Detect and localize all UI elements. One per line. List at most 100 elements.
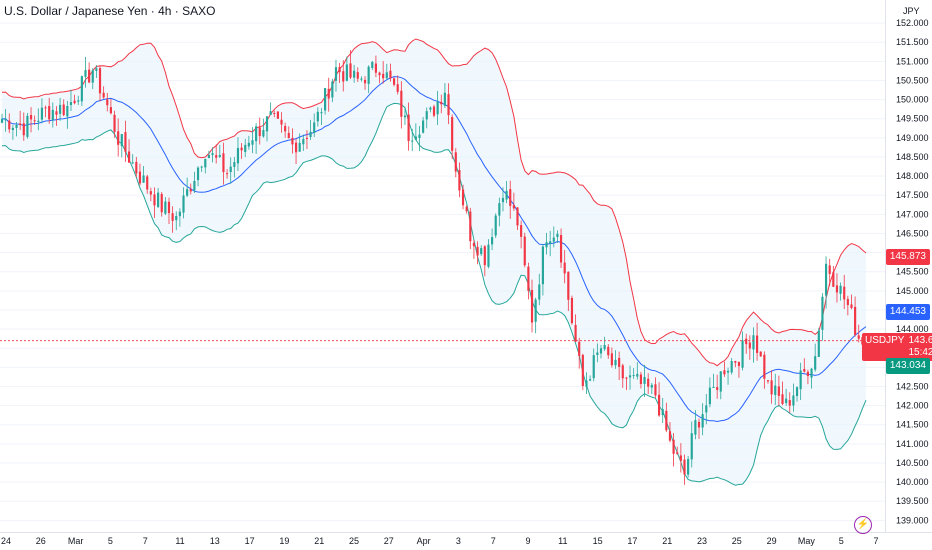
candle <box>832 266 835 288</box>
candle <box>781 381 784 406</box>
candle-body <box>719 371 722 392</box>
time-tick-label: Mar <box>68 536 84 546</box>
candle-body <box>708 387 711 405</box>
basis-value: 144.453 <box>889 305 926 317</box>
candle-body <box>11 127 14 130</box>
candle-body <box>396 84 399 92</box>
candle <box>509 180 512 219</box>
candle-body <box>331 81 334 98</box>
candle <box>676 446 679 455</box>
candle-body <box>251 140 254 145</box>
candle <box>247 135 250 150</box>
candle-body <box>175 216 178 221</box>
candle <box>821 293 824 341</box>
candle <box>407 102 410 151</box>
candles <box>0 50 868 485</box>
last-price-left: USDJPY <box>865 335 904 359</box>
candle <box>697 418 701 440</box>
candle-body <box>218 155 221 157</box>
candle-body <box>781 394 784 404</box>
candle <box>701 403 704 436</box>
candle-body <box>371 61 374 68</box>
candle <box>171 206 174 233</box>
price-tick-label: 142.500 <box>896 381 929 391</box>
candle-body <box>127 151 131 163</box>
candle-body <box>824 263 828 296</box>
candle-body <box>785 398 788 404</box>
candle-body <box>196 167 200 181</box>
candle <box>414 123 417 140</box>
candle-body <box>723 370 726 375</box>
candle <box>345 56 348 82</box>
candle <box>316 107 319 127</box>
candle-body <box>552 237 555 242</box>
candle <box>160 192 163 217</box>
price-axis[interactable]: 152.000 151.500 151.000 150.500 150.000 149.5… <box>896 18 929 525</box>
candle <box>262 118 265 138</box>
candle-body <box>164 201 167 214</box>
candle-body <box>734 360 737 363</box>
candle-body <box>247 142 250 147</box>
candle <box>371 61 374 71</box>
candle-body <box>766 380 770 382</box>
candle-body <box>356 72 359 79</box>
candle <box>788 392 791 413</box>
candle <box>483 245 486 277</box>
candle-body <box>58 104 62 114</box>
bollinger-band-fill <box>2 39 866 486</box>
candle-body <box>821 296 824 330</box>
price-tick-label: 139.000 <box>896 515 929 525</box>
lightning-icon[interactable]: ⚡ <box>854 516 872 534</box>
candle-body <box>131 162 134 164</box>
candle <box>175 211 178 231</box>
candle <box>774 373 777 405</box>
candle <box>392 77 396 87</box>
candle <box>610 347 613 368</box>
candle <box>639 371 643 389</box>
candle <box>628 365 632 390</box>
time-tick-label: 25 <box>349 536 359 546</box>
candle <box>726 367 730 385</box>
candle-body <box>607 346 610 356</box>
candle-body <box>803 368 806 372</box>
candle-body <box>574 324 577 342</box>
candle <box>338 63 341 84</box>
candle-body <box>284 126 287 132</box>
candle <box>854 296 857 337</box>
candle <box>204 158 207 174</box>
candle <box>374 55 378 78</box>
price-tick-label: 141.000 <box>896 439 929 449</box>
candle-body <box>665 410 668 431</box>
candle <box>814 343 817 372</box>
candle-body <box>817 330 820 357</box>
candle-body <box>628 375 632 378</box>
candle-body <box>229 166 232 173</box>
candle-body <box>178 211 181 217</box>
chart-title: U.S. Dollar / Japanese Yen · 4h · SAXO <box>4 4 216 18</box>
candle-body <box>66 105 69 117</box>
candle <box>458 162 461 198</box>
time-tick-label: 19 <box>279 536 289 546</box>
candle <box>378 71 381 84</box>
candle <box>396 75 399 95</box>
candle <box>469 207 472 250</box>
bollinger-lower-band <box>1 102 867 486</box>
candle-body <box>810 368 813 378</box>
time-tick-label: 11 <box>558 536 567 546</box>
candle <box>44 105 47 118</box>
time-tick-label: 5 <box>108 536 113 546</box>
candle <box>182 187 185 219</box>
candle-body <box>835 285 839 293</box>
candle-body <box>581 354 584 386</box>
candle-body <box>730 361 733 373</box>
candle <box>91 68 94 90</box>
candle-body <box>407 114 410 142</box>
candle <box>476 241 479 265</box>
candle-body <box>367 66 370 84</box>
candle <box>291 128 294 154</box>
candle <box>422 116 425 134</box>
time-axis[interactable]: 24 26 Mar 5 7 11 13 17 19 21 25 27 Apr 3 7 9 11 15 17 21 23 2… <box>1 536 879 546</box>
candle-body <box>120 134 123 147</box>
candle-body <box>95 68 98 71</box>
